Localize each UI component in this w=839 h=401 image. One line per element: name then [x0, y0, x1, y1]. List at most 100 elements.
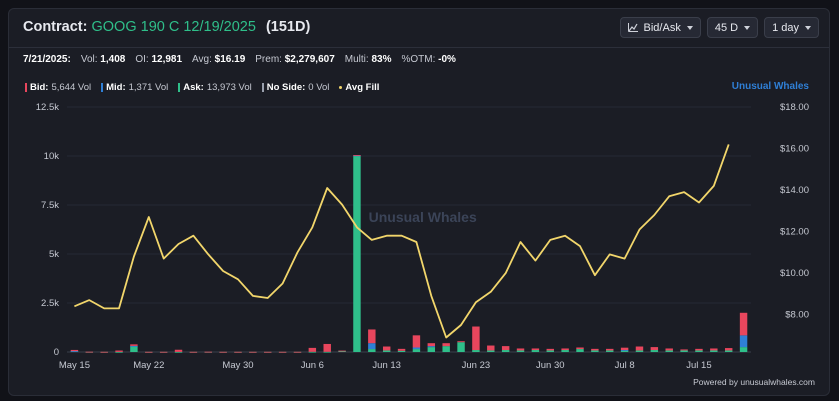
avg-fill-line — [74, 144, 730, 339]
chevron-down-icon — [744, 25, 751, 30]
range-select[interactable]: 45 D — [706, 17, 759, 38]
y-left-tick-label: 5k — [49, 249, 59, 260]
ask-bar — [487, 350, 495, 352]
days-to-expiry: (151D) — [265, 19, 311, 35]
bid-bar — [234, 351, 242, 353]
stat-oi: OI: 12,981 — [135, 54, 183, 65]
bid-bar — [531, 348, 540, 351]
ask-bar — [665, 350, 673, 352]
ask-bar — [368, 349, 376, 352]
x-tick-label: Jul 15 — [686, 360, 711, 371]
bid-bar — [650, 347, 659, 351]
ask-bar — [576, 349, 584, 352]
stat-multi: Multi: 83% — [344, 54, 392, 65]
ask-bar — [442, 346, 450, 352]
contract-symbol[interactable]: GOOG 190 C 12/19/2025 — [91, 19, 256, 35]
ask-bar — [382, 350, 391, 352]
ask-bar — [130, 346, 138, 352]
interval-select[interactable]: 1 day — [764, 17, 819, 38]
bid-bar — [561, 348, 569, 351]
ask-bar — [457, 342, 465, 352]
legend-avg-fill[interactable]: Avg Fill — [339, 82, 379, 93]
bid-bar — [546, 348, 554, 351]
bid-bar — [516, 348, 525, 351]
mid-bar — [412, 347, 421, 350]
brand-logo: Unusual Whales — [731, 81, 809, 92]
ask-bar — [724, 350, 733, 352]
mid-bar — [620, 350, 629, 351]
bid-bar — [159, 351, 168, 353]
bid-bar — [487, 345, 495, 351]
stat-avg: Avg: $16.19 — [192, 54, 246, 65]
bid-bar — [145, 351, 153, 353]
x-tick-label: Jun 6 — [301, 360, 324, 371]
ask-bar — [353, 156, 361, 352]
ask-bar — [695, 350, 703, 352]
bid-bar — [665, 348, 673, 351]
chart-legend: Bid: 5,644 Vol Mid: 1,371 Vol Ask: 13,973 V… — [25, 82, 379, 93]
ask-bar — [620, 350, 629, 352]
mid-bar — [70, 351, 79, 352]
ask-bar — [546, 350, 554, 352]
line-chart-icon — [627, 23, 638, 32]
side-select-label: Bid/Ask — [643, 21, 681, 34]
bid-bar — [427, 343, 436, 347]
bid-bar — [308, 347, 317, 352]
ask-bar — [115, 351, 123, 353]
mid-bar — [739, 335, 748, 348]
stat-vol: Vol: 1,408 — [80, 54, 126, 65]
contract-title: Contract: GOOG 190 C 12/19/2025 (151D) — [23, 19, 310, 35]
bid-bar — [397, 348, 406, 351]
watermark-text: Unusual Whales — [369, 209, 477, 225]
side-select[interactable]: Bid/Ask — [619, 17, 701, 38]
legend-mid[interactable]: Mid: 1,371 Vol — [101, 82, 168, 93]
bid-bar — [204, 351, 212, 353]
bid-bar — [576, 347, 584, 350]
card-header: Contract: GOOG 190 C 12/19/2025 (151D) B… — [9, 9, 829, 47]
bid-bar — [174, 349, 183, 352]
ask-bar — [308, 351, 317, 353]
chevron-down-icon — [805, 25, 811, 30]
y-right-tick-label: $18.00 — [780, 102, 809, 113]
stat-otm: %OTM: -0% — [401, 54, 456, 65]
legend-noside[interactable]: No Side: 0 Vol — [261, 82, 329, 93]
bid-bar — [724, 348, 733, 351]
ask-bar — [739, 347, 748, 352]
bid-bar — [368, 329, 376, 344]
header-divider — [9, 47, 829, 48]
bid-bar — [501, 346, 510, 351]
ask-bar — [635, 350, 644, 352]
bid-bar — [457, 341, 465, 343]
legend-bid[interactable]: Bid: 5,644 Vol — [25, 82, 91, 93]
y-left-tick-label: 0 — [54, 347, 59, 358]
x-tick-label: Jun 13 — [372, 360, 401, 371]
y-left-tick-label: 7.5k — [41, 200, 59, 211]
y-left-tick-label: 12.5k — [36, 102, 59, 113]
y-left-tick-label: 10k — [44, 151, 60, 162]
bid-bar — [739, 312, 748, 336]
bid-bar — [70, 349, 79, 352]
bid-bar — [635, 346, 644, 351]
interval-select-label: 1 day — [772, 21, 799, 34]
y-right-tick-label: $8.00 — [785, 310, 809, 321]
y-right-tick-label: $10.00 — [780, 268, 809, 279]
x-tick-label: May 22 — [133, 360, 164, 371]
bid-bar — [338, 350, 346, 352]
bid-bar — [249, 351, 257, 353]
range-select-label: 45 D — [714, 21, 739, 34]
ask-bar — [606, 350, 614, 352]
ask-bar — [591, 350, 599, 352]
stats-row: 7/21/2025: Vol: 1,408 OI: 12,981 Avg: $1… — [23, 54, 456, 65]
flow-chart: 0 2.5k 5k 7.5k 10k 12.5k $8.00 $10.00 $12.00 $14.… — [36, 102, 809, 371]
bid-bar — [115, 350, 123, 352]
legend-ask[interactable]: Ask: 13,973 Vol — [178, 82, 252, 93]
bid-bar — [264, 351, 272, 353]
bid-bar — [472, 326, 480, 351]
stat-prem: Prem: $2,279,607 — [255, 54, 335, 65]
title-prefix: Contract: — [23, 19, 88, 35]
ask-bar — [174, 351, 183, 353]
bid-bar — [606, 348, 614, 351]
mid-bar — [368, 343, 376, 350]
bid-bar — [695, 348, 703, 351]
bid-bar — [278, 351, 287, 353]
